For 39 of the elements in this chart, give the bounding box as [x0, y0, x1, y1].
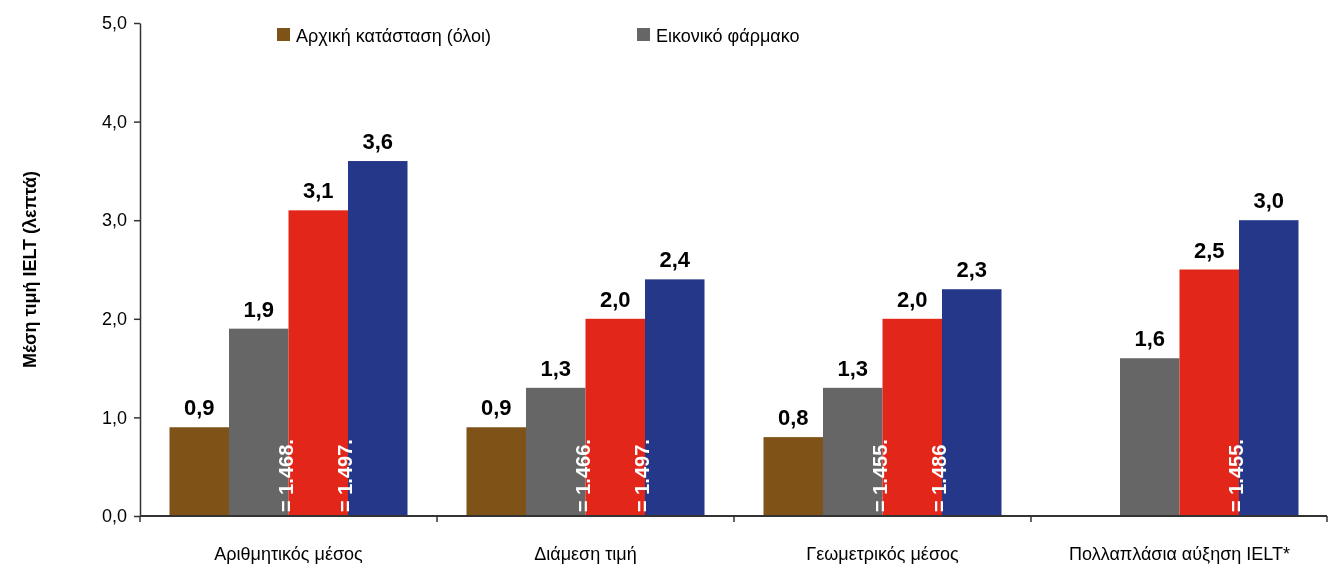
- bar: [1120, 358, 1180, 516]
- annotation: = 1.468.: [274, 439, 297, 512]
- bar: [466, 427, 526, 516]
- x-tick-label: Διάμεση τιμή: [534, 544, 637, 564]
- data-label: 1,6: [1134, 326, 1166, 352]
- annotation: = 1.486: [928, 444, 950, 512]
- data-label: 2,0: [896, 286, 928, 312]
- data-label: 2,5: [1193, 237, 1225, 263]
- data-label: 2,4: [659, 247, 691, 273]
- data-label: 1,3: [837, 355, 869, 381]
- bar: [763, 437, 823, 516]
- y-tick-label: 4,0: [101, 111, 127, 132]
- y-tick-label: 5,0: [101, 13, 127, 34]
- y-axis-title: Μέση τιμή IELT (λεπτά): [20, 170, 40, 369]
- data-label: 3,6: [362, 129, 394, 155]
- data-label: 2,3: [956, 257, 988, 283]
- x-tick-label: Γεωμετρικός μέσος: [806, 544, 960, 564]
- annotation: = 1.455.: [1225, 439, 1247, 512]
- data-label: 0,8: [777, 405, 809, 431]
- data-label: 2,0: [599, 286, 631, 312]
- data-label: 1,9: [243, 296, 275, 322]
- data-label: 0,9: [183, 395, 215, 421]
- x-tick-label: Πολλαπλάσια αύξηση IELT*: [1069, 544, 1290, 564]
- y-tick-label: 1,0: [101, 407, 127, 428]
- annotation: = 1.455.: [868, 439, 891, 512]
- annotation: = 1.497.: [334, 439, 356, 512]
- annotation: = 1.497.: [631, 439, 653, 512]
- legend-label: Αρχική κατάσταση (όλοι): [296, 26, 492, 46]
- data-label: 1,3: [540, 355, 572, 381]
- annotation: = 1.466.: [571, 439, 594, 512]
- data-label: 3,1: [302, 178, 334, 204]
- y-tick-label: 0,0: [101, 506, 127, 527]
- y-tick-label: 3,0: [101, 210, 127, 231]
- x-tick-label: Αριθμητικός μέσος: [214, 544, 364, 564]
- y-tick-label: 2,0: [101, 309, 127, 330]
- data-label: 0,9: [480, 395, 512, 421]
- legend-label: Εικονικό φάρμακο: [656, 26, 800, 46]
- data-label: 3,0: [1253, 188, 1285, 214]
- bar: [169, 427, 229, 516]
